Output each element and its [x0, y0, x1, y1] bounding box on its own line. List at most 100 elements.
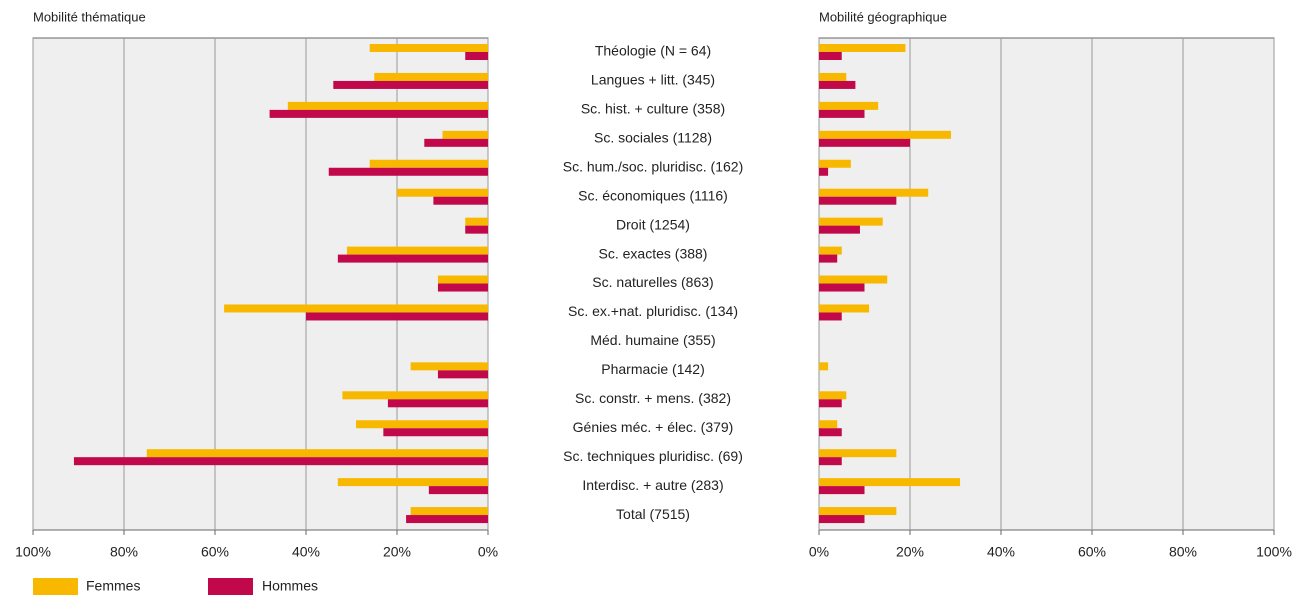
bar — [342, 391, 488, 400]
legend-swatch — [208, 578, 253, 595]
bar — [819, 101, 879, 110]
bar — [73, 457, 488, 466]
category-label: Sc. sociales (1128) — [594, 130, 712, 146]
bar — [819, 515, 865, 524]
bar — [819, 44, 906, 52]
bar — [819, 449, 897, 458]
bar — [224, 304, 488, 313]
x-tick-label: 20% — [383, 544, 411, 560]
bar — [819, 254, 838, 263]
bar — [465, 52, 488, 60]
bar — [819, 188, 929, 197]
x-tick-label: 60% — [201, 544, 229, 560]
bar — [346, 246, 488, 255]
bar — [333, 80, 488, 89]
bar — [819, 130, 951, 139]
category-label: Pharmacie (142) — [601, 361, 705, 377]
category-label: Génies méc. + élec. (379) — [573, 419, 734, 435]
bar — [287, 101, 488, 110]
plot-area — [32, 37, 489, 531]
bar — [433, 196, 488, 205]
bar — [819, 246, 842, 255]
bar — [819, 275, 888, 284]
category-label: Sc. naturelles (863) — [592, 274, 713, 290]
x-tick-label: 0% — [809, 544, 829, 560]
x-tick-label: 0% — [478, 544, 498, 560]
bar — [442, 130, 488, 139]
bar — [383, 428, 488, 437]
bar — [819, 225, 860, 234]
bar — [819, 399, 842, 408]
bar — [356, 420, 488, 429]
category-label: Sc. hist. + culture (358) — [581, 101, 725, 117]
bar — [337, 478, 488, 487]
category-label: Sc. ex.+nat. pluridisc. (134) — [568, 303, 738, 319]
bar — [374, 72, 488, 81]
bar — [387, 399, 488, 408]
category-label: Méd. humaine (355) — [590, 332, 715, 348]
legend-label: Femmes — [86, 578, 140, 594]
bar — [406, 515, 488, 524]
x-tick-label: 80% — [1169, 544, 1197, 560]
bar — [397, 188, 488, 197]
bar — [424, 138, 488, 147]
bar — [819, 312, 842, 321]
x-tick-label: 60% — [1078, 544, 1106, 560]
bar — [819, 167, 829, 176]
x-tick-label: 80% — [110, 544, 138, 560]
bar — [437, 370, 488, 379]
category-label: Sc. exactes (388) — [599, 245, 708, 261]
bar — [337, 254, 488, 263]
bar — [819, 428, 842, 437]
bar — [819, 52, 842, 60]
bar — [369, 159, 488, 168]
chart-title: Mobilité géographique — [819, 9, 947, 24]
chart-title: Mobilité thématique — [33, 9, 146, 24]
x-tick-label: 100% — [15, 544, 51, 560]
category-label: Interdisc. + autre (283) — [582, 477, 723, 493]
bar — [819, 283, 865, 292]
category-label: Sc. constr. + mens. (382) — [575, 390, 731, 406]
plot-area — [818, 37, 1275, 531]
category-label: Droit (1254) — [616, 216, 690, 232]
bar — [306, 312, 488, 321]
bar — [465, 217, 488, 226]
bar — [269, 109, 488, 118]
category-label: Sc. hum./soc. pluridisc. (162) — [563, 158, 744, 174]
bar — [437, 275, 488, 284]
legend-label: Hommes — [262, 578, 318, 594]
bar — [410, 507, 488, 516]
bar — [328, 167, 488, 176]
bar — [819, 362, 829, 371]
bar — [819, 304, 870, 313]
bar — [819, 159, 851, 168]
x-tick-label: 40% — [292, 544, 320, 560]
bar — [437, 283, 488, 292]
bar — [819, 391, 847, 400]
bar — [428, 486, 488, 495]
category-label: Théologie (N = 64) — [595, 43, 711, 59]
bar — [819, 420, 838, 429]
x-tick-label: 40% — [987, 544, 1015, 560]
category-label: Sc. économiques (1116) — [578, 187, 728, 203]
category-label: Sc. techniques pluridisc. (69) — [563, 448, 743, 464]
bar — [819, 486, 865, 495]
bar — [819, 138, 910, 147]
bar — [819, 80, 856, 89]
bar — [819, 109, 865, 118]
category-label: Total (7515) — [616, 506, 690, 522]
bar — [819, 72, 847, 81]
bar — [819, 478, 961, 487]
x-tick-label: 100% — [1256, 544, 1292, 560]
legend-swatch — [33, 578, 78, 595]
bar — [819, 196, 897, 205]
bar — [146, 449, 488, 458]
category-label: Langues + litt. (345) — [591, 72, 715, 88]
x-tick-label: 20% — [896, 544, 924, 560]
bar — [410, 362, 488, 371]
bar — [819, 457, 842, 466]
bar — [819, 507, 897, 516]
bar — [465, 225, 488, 234]
bar — [819, 217, 883, 226]
